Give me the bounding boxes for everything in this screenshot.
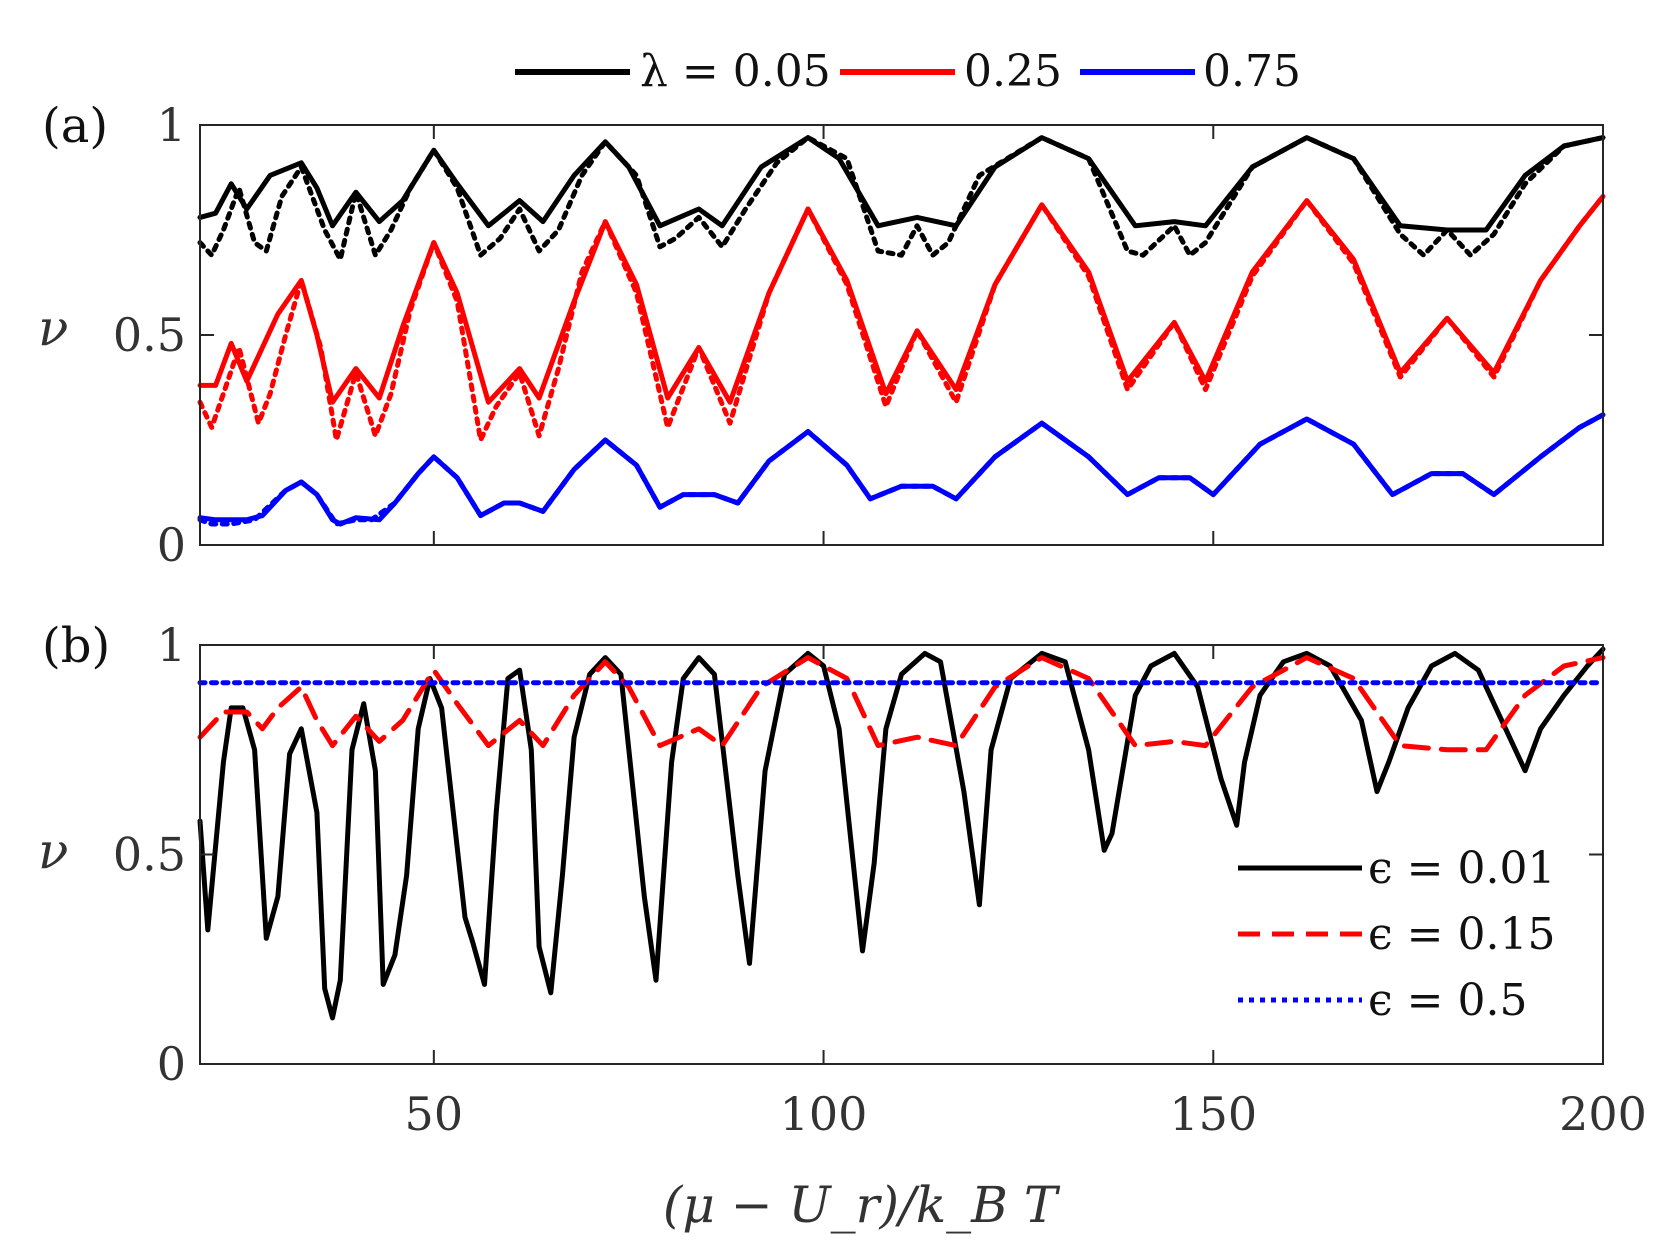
x-tick-label: 200 bbox=[1559, 1087, 1647, 1141]
panel-b: (b) ν 00.51 bbox=[38, 618, 1606, 1091]
panel-a-series-3 bbox=[197, 193, 1606, 443]
panel-b-ytick-label: 1 bbox=[157, 618, 186, 672]
panel-b-series-1 bbox=[197, 655, 1606, 753]
panel-a: (a) ν 00.51 bbox=[38, 98, 1606, 572]
panel-b-series bbox=[197, 646, 1606, 1021]
x-axis-label: (μ − U_r)/k_B T bbox=[663, 1176, 1061, 1234]
panel-b-ytick-label: 0.5 bbox=[113, 828, 186, 882]
panel-a-series-1 bbox=[197, 135, 1606, 262]
panel-a-ytick-label: 1 bbox=[157, 98, 186, 152]
panel-a-series bbox=[197, 135, 1606, 527]
panel-a-ylabel: ν bbox=[38, 299, 68, 357]
panel-a-label: (a) bbox=[42, 98, 108, 154]
legend-b-label-solid: ϵ = 0.01 bbox=[1368, 843, 1555, 894]
x-tick-label: 50 bbox=[405, 1087, 464, 1141]
panel-b-ytick-label: 0 bbox=[157, 1037, 186, 1091]
x-axis: 50 100 150 200 bbox=[405, 1087, 1647, 1141]
legend-top-label-red: 0.25 bbox=[964, 46, 1062, 97]
panel-a-series-5 bbox=[197, 412, 1606, 527]
panel-b-ylabel: ν bbox=[38, 822, 68, 880]
panel-a-series-4 bbox=[197, 412, 1606, 527]
panel-a-axes: 00.51 bbox=[113, 98, 1604, 572]
panel-b-series-0 bbox=[197, 646, 1606, 1021]
panel-b-axes: 00.51 bbox=[113, 618, 1604, 1091]
legend-b-label-dotted: ϵ = 0.5 bbox=[1368, 975, 1527, 1026]
x-tick-label: 150 bbox=[1169, 1087, 1257, 1141]
legend-top-label-black: λ = 0.05 bbox=[640, 46, 831, 97]
panel-a-ytick-label: 0.5 bbox=[113, 308, 186, 362]
legend-top-label-blue: 0.75 bbox=[1203, 46, 1301, 97]
x-tick-label: 100 bbox=[780, 1087, 868, 1141]
legend-b-label-dashed: ϵ = 0.15 bbox=[1368, 909, 1555, 960]
legend-b: ϵ = 0.01 ϵ = 0.15 ϵ = 0.5 bbox=[1238, 843, 1555, 1026]
panel-b-label: (b) bbox=[42, 618, 110, 674]
panel-a-ytick-label: 0 bbox=[157, 518, 186, 572]
legend-top: λ = 0.05 0.25 0.75 bbox=[515, 46, 1301, 97]
